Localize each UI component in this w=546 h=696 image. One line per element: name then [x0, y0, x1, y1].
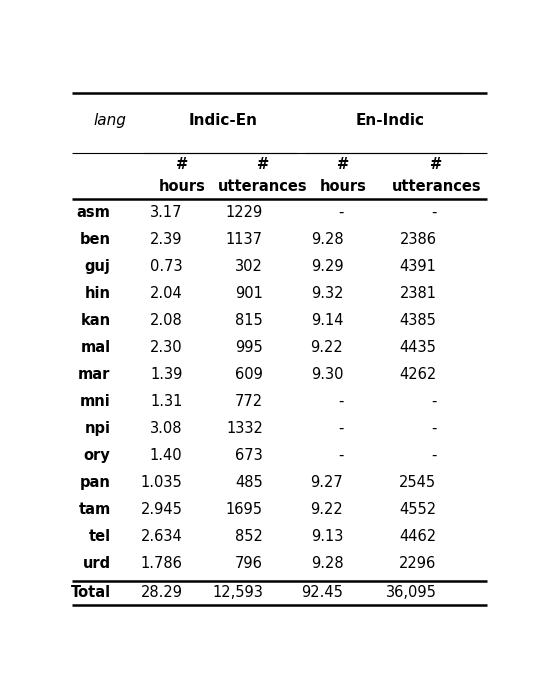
Text: 673: 673	[235, 448, 263, 463]
Text: mni: mni	[80, 394, 110, 409]
Text: 2.04: 2.04	[150, 285, 182, 301]
Text: 92.45: 92.45	[301, 585, 343, 601]
Text: 28.29: 28.29	[140, 585, 182, 601]
Text: 2386: 2386	[399, 232, 436, 246]
Text: -: -	[431, 448, 436, 463]
Text: 1229: 1229	[225, 205, 263, 220]
Text: #: #	[337, 157, 349, 172]
Text: utterances: utterances	[391, 179, 481, 194]
Text: pan: pan	[80, 475, 110, 489]
Text: 609: 609	[235, 367, 263, 381]
Text: 9.28: 9.28	[311, 232, 343, 246]
Text: 4462: 4462	[399, 528, 436, 544]
Text: 9.27: 9.27	[311, 475, 343, 489]
Text: 1.035: 1.035	[141, 475, 182, 489]
Text: guj: guj	[85, 259, 110, 274]
Text: 9.14: 9.14	[311, 313, 343, 328]
Text: -: -	[431, 205, 436, 220]
Text: 2.30: 2.30	[150, 340, 182, 355]
Text: 815: 815	[235, 313, 263, 328]
Text: Indic-En: Indic-En	[188, 113, 257, 128]
Text: asm: asm	[76, 205, 110, 220]
Text: 485: 485	[235, 475, 263, 489]
Text: 9.22: 9.22	[311, 502, 343, 516]
Text: kan: kan	[80, 313, 110, 328]
Text: 995: 995	[235, 340, 263, 355]
Text: -: -	[338, 420, 343, 436]
Text: 9.29: 9.29	[311, 259, 343, 274]
Text: -: -	[338, 448, 343, 463]
Text: tel: tel	[88, 528, 110, 544]
Text: ory: ory	[84, 448, 110, 463]
Text: urd: urd	[82, 555, 110, 571]
Text: 12,593: 12,593	[212, 585, 263, 601]
Text: 772: 772	[235, 394, 263, 409]
Text: 9.13: 9.13	[311, 528, 343, 544]
Text: 2381: 2381	[399, 285, 436, 301]
Text: mal: mal	[80, 340, 110, 355]
Text: #: #	[176, 157, 188, 172]
Text: 2.08: 2.08	[150, 313, 182, 328]
Text: 9.22: 9.22	[311, 340, 343, 355]
Text: 901: 901	[235, 285, 263, 301]
Text: tam: tam	[78, 502, 110, 516]
Text: 2545: 2545	[399, 475, 436, 489]
Text: hours: hours	[320, 179, 367, 194]
Text: 3.08: 3.08	[150, 420, 182, 436]
Text: 9.30: 9.30	[311, 367, 343, 381]
Text: utterances: utterances	[218, 179, 308, 194]
Text: 1695: 1695	[226, 502, 263, 516]
Text: 2.634: 2.634	[141, 528, 182, 544]
Text: 1.786: 1.786	[141, 555, 182, 571]
Text: 36,095: 36,095	[385, 585, 436, 601]
Text: 4385: 4385	[400, 313, 436, 328]
Text: -: -	[338, 205, 343, 220]
Text: 9.28: 9.28	[311, 555, 343, 571]
Text: lang: lang	[94, 113, 127, 128]
Text: #: #	[257, 157, 269, 172]
Text: 4435: 4435	[400, 340, 436, 355]
Text: 1.39: 1.39	[150, 367, 182, 381]
Text: npi: npi	[85, 420, 110, 436]
Text: 2.945: 2.945	[141, 502, 182, 516]
Text: 1137: 1137	[226, 232, 263, 246]
Text: 2.39: 2.39	[150, 232, 182, 246]
Text: ben: ben	[80, 232, 110, 246]
Text: mar: mar	[78, 367, 110, 381]
Text: 796: 796	[235, 555, 263, 571]
Text: 852: 852	[235, 528, 263, 544]
Text: 1.31: 1.31	[150, 394, 182, 409]
Text: 1.40: 1.40	[150, 448, 182, 463]
Text: hin: hin	[85, 285, 110, 301]
Text: 4552: 4552	[399, 502, 436, 516]
Text: hours: hours	[159, 179, 206, 194]
Text: 4262: 4262	[399, 367, 436, 381]
Text: 3.17: 3.17	[150, 205, 182, 220]
Text: 9.32: 9.32	[311, 285, 343, 301]
Text: -: -	[431, 394, 436, 409]
Text: -: -	[431, 420, 436, 436]
Text: 0.73: 0.73	[150, 259, 182, 274]
Text: En-Indic: En-Indic	[355, 113, 424, 128]
Text: 302: 302	[235, 259, 263, 274]
Text: Total: Total	[70, 585, 110, 601]
Text: 2296: 2296	[399, 555, 436, 571]
Text: #: #	[430, 157, 442, 172]
Text: 1332: 1332	[226, 420, 263, 436]
Text: 4391: 4391	[400, 259, 436, 274]
Text: -: -	[338, 394, 343, 409]
